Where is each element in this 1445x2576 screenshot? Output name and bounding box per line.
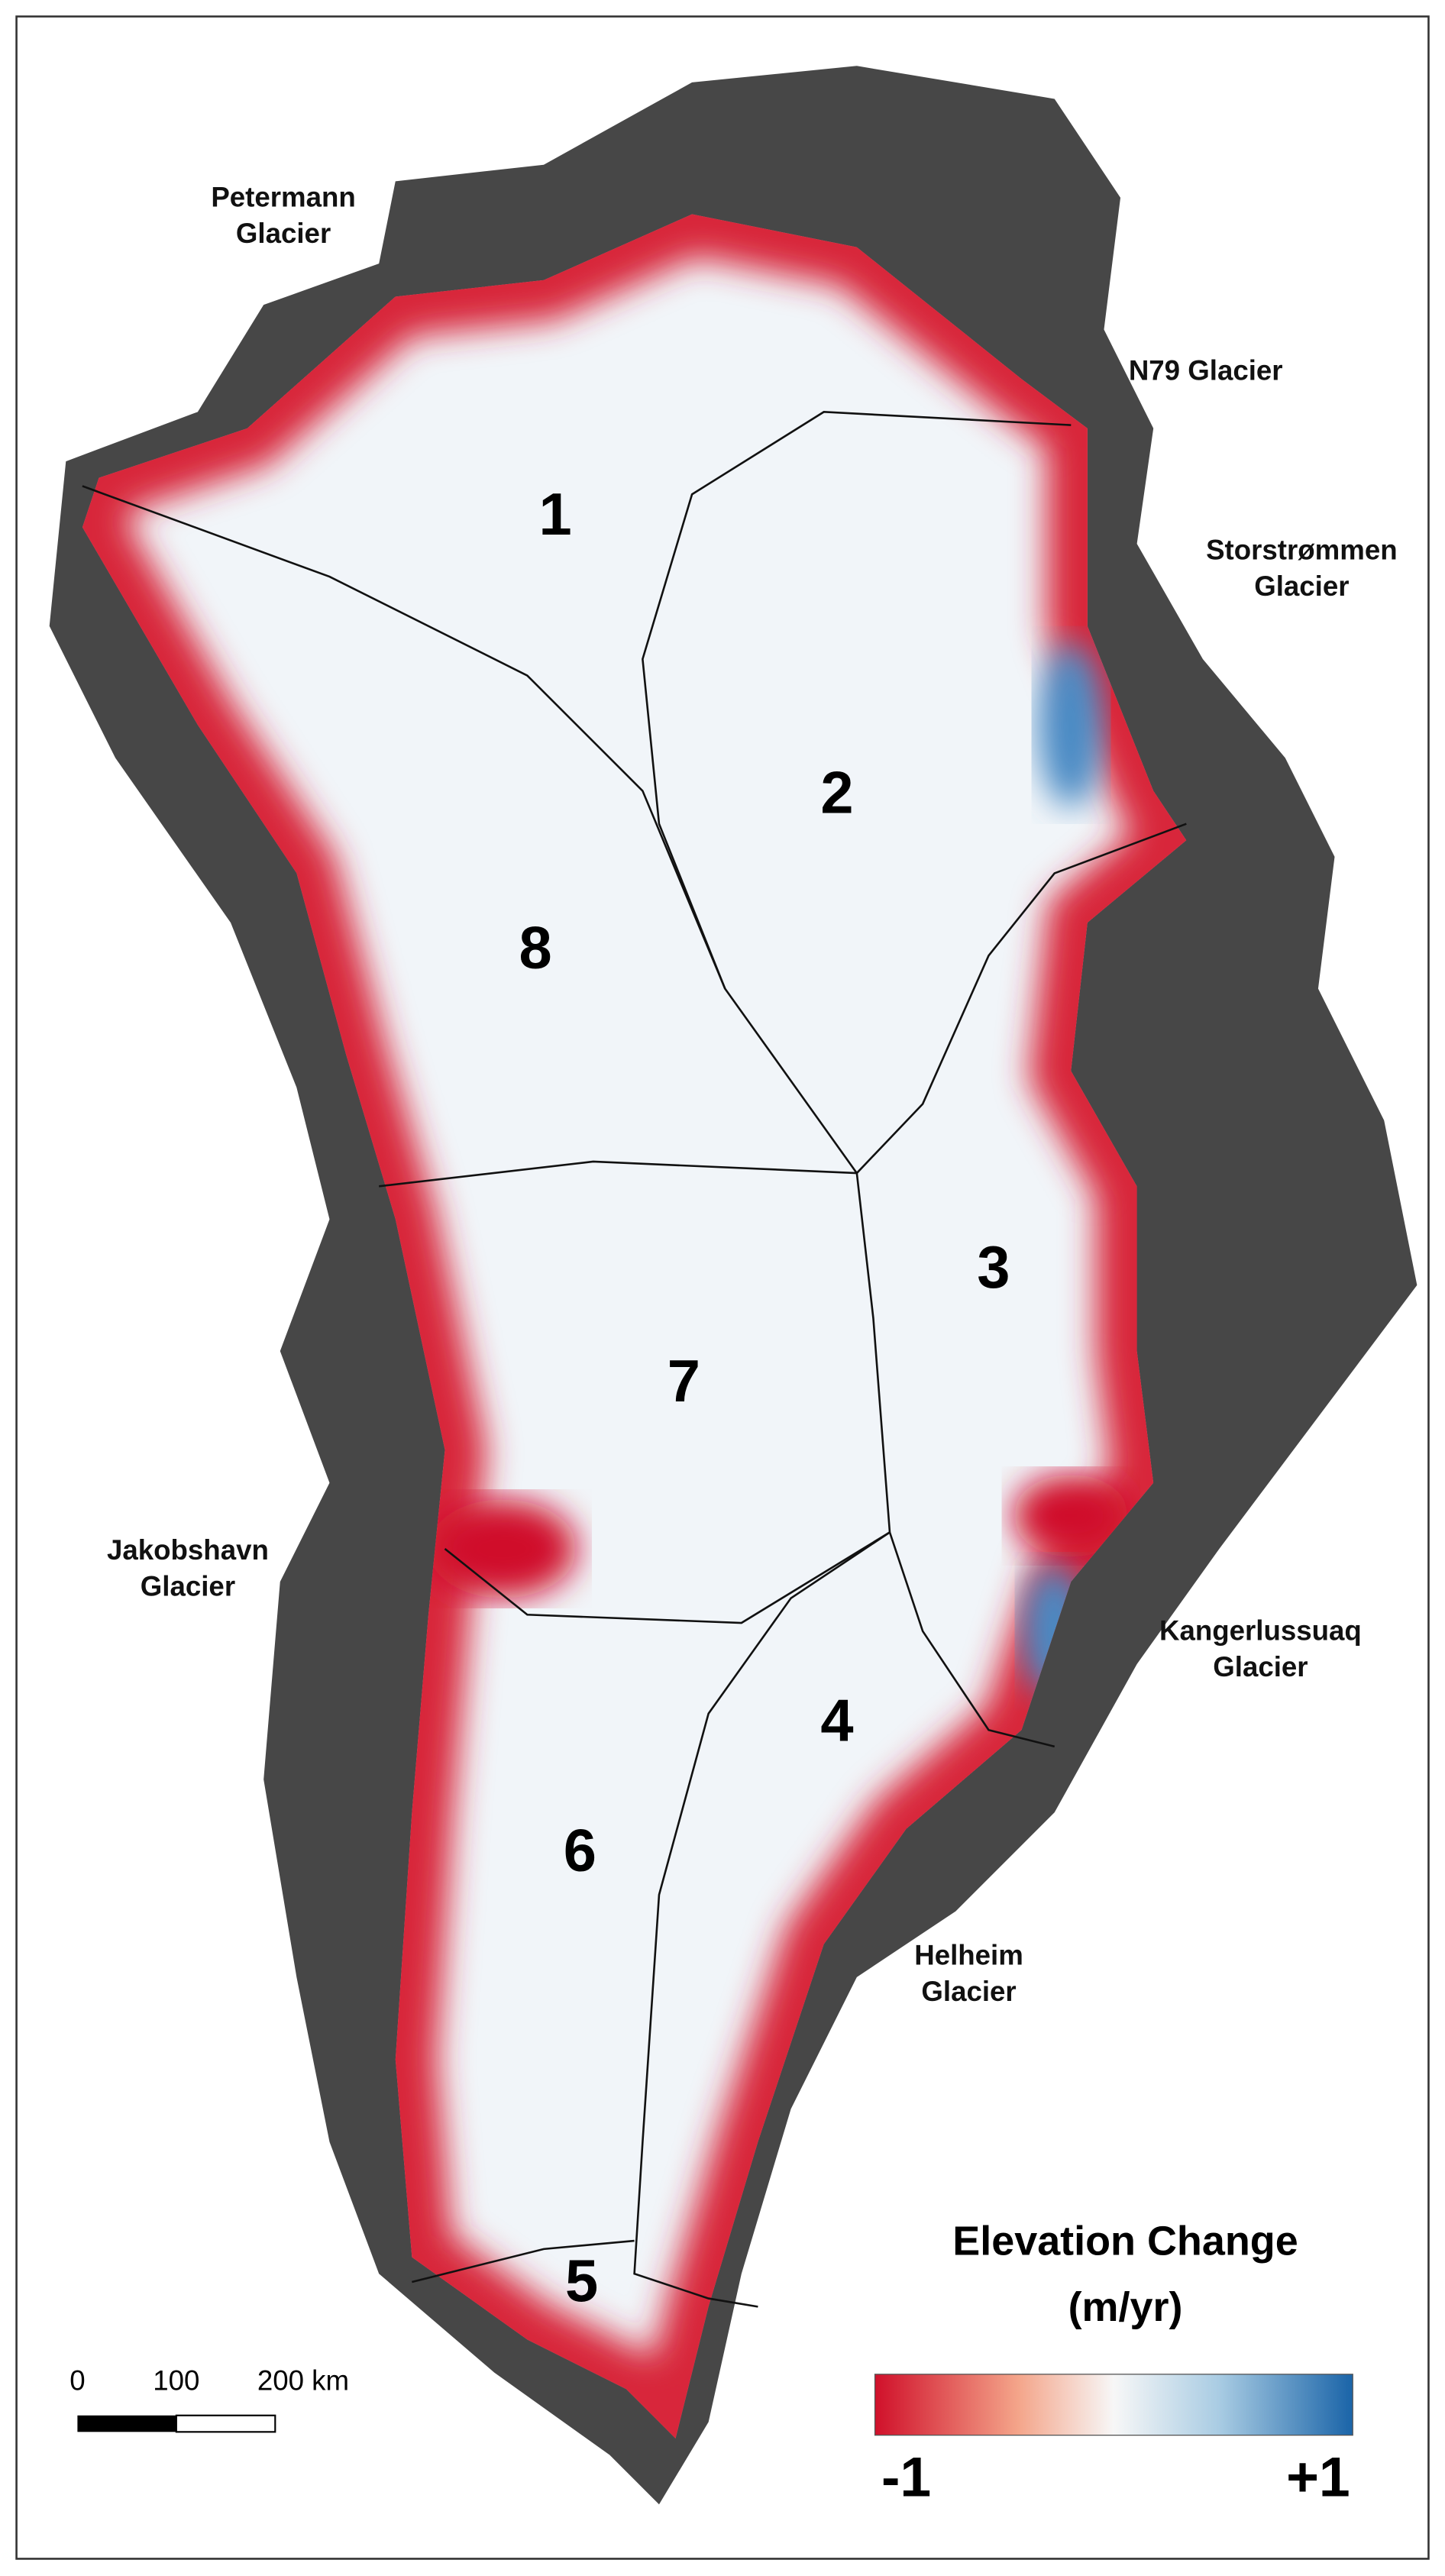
glacier-label: Glacier [1254,570,1349,602]
glacier-label: Jakobshavn [107,1534,269,1566]
glacier-label: N79 Glacier [1129,354,1283,386]
legend-min-label: -1 [881,2445,931,2508]
glacier-label: Storstrømmen [1206,534,1398,565]
region-label: 4 [820,1688,853,1753]
glacier-label: Glacier [921,1976,1016,2007]
glacier-label: Petermann [211,182,355,213]
scale-segment [175,2414,276,2433]
region-label: 5 [565,2248,598,2314]
jakobshavn-thinning [428,1499,577,1598]
scale-bar: 0 100 200 km [70,2364,349,2433]
legend: Elevation Change (m/yr) -1 +1 [874,2219,1353,2508]
region-boundaries [82,411,1187,2308]
legend-title: Elevation Change [952,2219,1298,2264]
region-labels: 1 2 3 4 5 6 7 8 [519,482,1010,2314]
region-label: 6 [564,1818,596,1884]
legend-units: (m/yr) [1068,2284,1183,2330]
glacier-labels: Petermann Glacier N79 Glacier Storstrømm… [107,182,1398,2007]
legend-max-label: +1 [1286,2445,1350,2508]
map-content: 1 2 3 4 5 6 7 8 Petermann Glacier N79 Gl… [15,15,1430,2560]
region-label: 3 [977,1235,1010,1301]
glacier-label: Kangerlussuaq [1159,1615,1362,1647]
region-label: 1 [538,482,571,548]
thickening [1038,642,1104,808]
kangerlussuaq-thinning [1013,1474,1129,1557]
region-label: 8 [519,915,552,981]
scale-segment [77,2415,176,2432]
scale-label: 0 [70,2364,85,2396]
glacier-label: Glacier [1213,1651,1308,1682]
glacier-label: Glacier [236,218,331,249]
region-label: 2 [820,761,853,826]
region-label: 7 [668,1349,700,1414]
ice-sheet [82,214,1187,2439]
glacier-label: Glacier [141,1570,235,1602]
scale-label: 100 [153,2364,199,2396]
legend-colorbar [874,2374,1353,2436]
glacier-label: Helheim [914,1940,1023,1971]
scale-label: 200 km [257,2364,349,2396]
